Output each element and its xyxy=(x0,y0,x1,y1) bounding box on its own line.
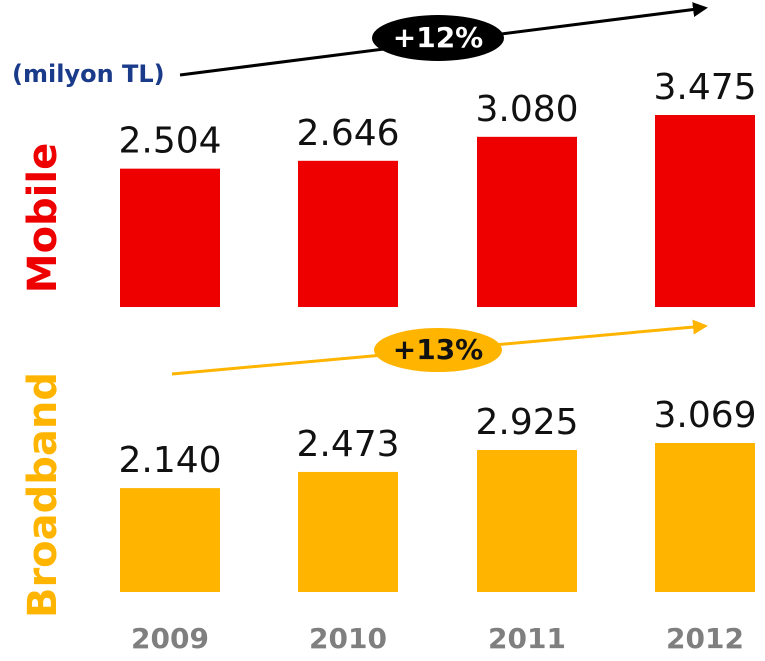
x-tick-label: 2012 xyxy=(666,622,744,655)
growth-badge xyxy=(372,15,504,61)
growth-label: +12% xyxy=(393,21,483,54)
bar xyxy=(477,136,577,307)
value-label: 3.080 xyxy=(475,89,578,130)
value-label: 3.475 xyxy=(653,67,756,108)
bar xyxy=(655,115,755,307)
series-label: Mobile xyxy=(20,143,66,293)
growth-badge xyxy=(374,328,502,372)
value-label: 3.069 xyxy=(653,395,756,436)
value-label: 2.473 xyxy=(296,424,399,465)
bar xyxy=(120,168,220,307)
x-tick-label: 2010 xyxy=(309,622,387,655)
unit-label: (milyon TL) xyxy=(12,60,165,88)
bar xyxy=(298,160,398,307)
value-label: 2.140 xyxy=(118,440,221,481)
bar xyxy=(655,443,755,592)
series-label: Broadband xyxy=(20,372,66,618)
growth-label: +13% xyxy=(393,333,483,366)
value-label: 2.646 xyxy=(296,113,399,154)
value-label: 2.504 xyxy=(118,121,221,162)
bar xyxy=(120,488,220,592)
bar xyxy=(477,449,577,592)
bar xyxy=(298,471,398,592)
x-tick-label: 2009 xyxy=(131,622,209,655)
value-label: 2.925 xyxy=(475,402,578,443)
x-tick-label: 2011 xyxy=(488,622,566,655)
